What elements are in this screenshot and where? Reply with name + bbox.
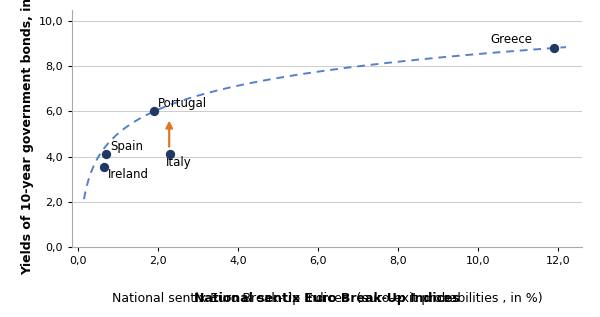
Text: National sentix Euro Break-Up Indices: National sentix Euro Break-Up Indices	[194, 292, 460, 306]
Point	[101, 152, 111, 157]
Text: National sentix Euro Break-Up Indices: National sentix Euro Break-Up Indices	[194, 292, 460, 306]
Point	[149, 109, 159, 114]
Text: Spain: Spain	[110, 140, 143, 153]
Point	[99, 164, 109, 169]
Text: Portugal: Portugal	[158, 97, 207, 110]
Text: National sentix Euro Break-Up Indices  (euro-exit probabilities , in %): National sentix Euro Break-Up Indices (e…	[0, 316, 1, 317]
Text: Italy: Italy	[166, 156, 192, 169]
Y-axis label: Yields of 10-year government bonds, in %: Yields of 10-year government bonds, in %	[22, 0, 34, 275]
Text: National sentix Euro Break-Up Indices  (euro-exit probabilities , in %): National sentix Euro Break-Up Indices (e…	[112, 292, 542, 306]
Text: National sentix Euro Break-Up Indices  (euro-exit probabilities , in %): National sentix Euro Break-Up Indices (e…	[112, 292, 542, 306]
Text: Greece: Greece	[490, 33, 532, 46]
Point	[165, 152, 175, 157]
Text: Ireland: Ireland	[108, 168, 149, 181]
Point	[549, 45, 559, 50]
